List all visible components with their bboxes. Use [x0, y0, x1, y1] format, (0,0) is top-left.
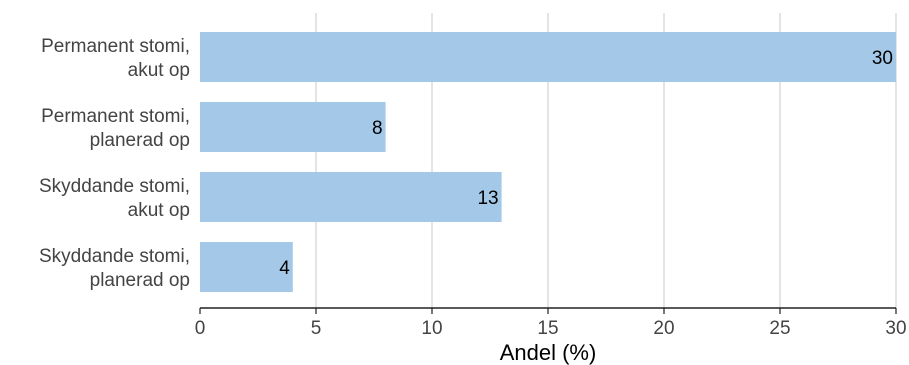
x-tick-label: 15	[537, 318, 558, 339]
category-label: Permanent stomi,	[41, 36, 190, 57]
category-label: akut op	[128, 60, 190, 81]
category-label: akut op	[128, 200, 190, 221]
x-axis-ticks: 0 5 10 15 20 25 30	[195, 308, 907, 339]
bars	[200, 32, 896, 292]
bar-value-label: 8	[372, 118, 383, 139]
value-labels: 30 8 13 4	[279, 48, 893, 279]
bar	[200, 172, 502, 222]
bar	[200, 32, 896, 82]
category-label: Permanent stomi,	[41, 106, 190, 127]
category-label: Skyddande stomi,	[39, 176, 190, 197]
x-tick-label: 10	[421, 318, 442, 339]
bar	[200, 102, 386, 152]
x-tick-label: 20	[653, 318, 674, 339]
x-tick-label: 25	[769, 318, 790, 339]
x-axis-title: Andel (%)	[500, 340, 597, 365]
bar-value-label: 4	[279, 258, 290, 279]
category-labels: Permanent stomi, akut op Permanent stomi, p…	[39, 36, 190, 291]
category-label: planerad op	[90, 270, 190, 291]
category-label: planerad op	[90, 130, 190, 151]
x-tick-label: 0	[195, 318, 206, 339]
bar-value-label: 13	[477, 188, 498, 209]
bar-value-label: 30	[872, 48, 893, 69]
category-label: Skyddande stomi,	[39, 246, 190, 267]
x-tick-label: 5	[311, 318, 322, 339]
bar	[200, 242, 293, 292]
x-tick-label: 30	[885, 318, 906, 339]
